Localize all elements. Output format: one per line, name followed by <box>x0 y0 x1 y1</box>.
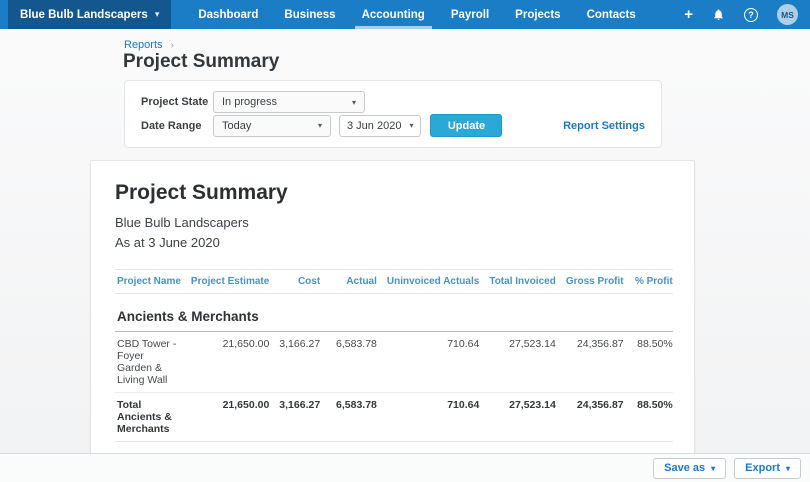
export-button[interactable]: Export ▾ <box>734 457 801 479</box>
breadcrumb-reports-link[interactable]: Reports <box>124 39 163 51</box>
chevron-down-icon: ▾ <box>154 9 160 19</box>
value-cell: 27,523.14 <box>479 331 556 393</box>
report-settings-link[interactable]: Report Settings <box>563 119 645 132</box>
report-table: Project Name Project Estimate Cost Actua… <box>115 269 673 482</box>
plus-icon[interactable]: + <box>684 6 693 23</box>
spacer-row <box>115 294 673 305</box>
value-cell: 21,650.00 <box>180 392 270 442</box>
header-row: Project Name Project Estimate Cost Actua… <box>115 269 673 295</box>
project-state-label: Project State <box>141 96 209 108</box>
project-name-cell: CBD Tower - Foyer Garden & Living Wall <box>115 331 181 393</box>
chevron-down-icon: ▾ <box>711 463 716 473</box>
report-title: Project Summary <box>115 181 288 204</box>
org-name: Blue Bulb Landscapers <box>20 8 148 21</box>
bell-icon[interactable] <box>712 8 725 21</box>
project-state-select[interactable]: In progress ▾ <box>213 91 365 113</box>
project-state-row: Project State In progress ▾ <box>141 91 645 113</box>
footer-bar: Save as ▾ Export ▾ <box>0 453 810 482</box>
table-row: Total Ancients & Merchants 21,650.00 3,166… <box>115 392 673 442</box>
column-project-estimate: Project Estimate <box>180 269 270 295</box>
save-as-label: Save as <box>664 462 706 474</box>
value-cell: 27,523.14 <box>479 392 556 442</box>
value-cell: 3,166.27 <box>269 392 321 442</box>
report-as-at-date: As at 3 June 2020 <box>115 235 220 251</box>
value-cell: 710.64 <box>376 392 480 442</box>
value-cell: 24,356.87 <box>555 392 624 442</box>
date-range-value: Today <box>222 119 252 132</box>
export-label: Export <box>745 462 780 474</box>
nav-items: Dashboard Business Accounting Payroll Pr… <box>185 0 648 29</box>
column-uninvoiced-actuals: Uninvoiced Actuals <box>376 269 480 295</box>
date-picker[interactable]: 3 Jun 2020 ▾ <box>339 114 422 137</box>
report-org-name: Blue Bulb Landscapers <box>115 215 249 230</box>
chevron-down-icon: ▾ <box>317 121 322 130</box>
help-icon[interactable]: ? <box>744 7 758 22</box>
breadcrumb: Reports › <box>124 39 174 51</box>
top-nav: Blue Bulb Landscapers ▾ Dashboard Busine… <box>0 0 810 29</box>
table-row: Ancients & Merchants <box>115 304 673 332</box>
date-range-row: Date Range Today ▾ 3 Jun 2020 ▾ Update R… <box>141 114 645 137</box>
project-state-value: In progress <box>222 96 278 108</box>
report-card: Project Summary Blue Bulb Landscapers As… <box>90 160 695 482</box>
nav-item-contacts[interactable]: Contacts <box>586 8 636 21</box>
column-actual: Actual <box>320 269 377 295</box>
table-row: CBD Tower - Foyer Garden & Living Wall 21… <box>115 331 673 393</box>
chevron-right-icon: › <box>170 40 174 51</box>
column-total-invoiced: Total Invoiced <box>479 269 556 295</box>
date-value: 3 Jun 2020 <box>347 119 402 132</box>
section-total-cell: Total Ancients & Merchants <box>115 392 181 442</box>
chevron-down-icon: ▾ <box>785 463 790 473</box>
value-cell: 88.50% <box>623 392 673 442</box>
page-title: Project Summary <box>123 51 280 72</box>
column-cost: Cost <box>269 269 321 295</box>
chevron-down-icon: ▾ <box>409 121 414 130</box>
section-header: Ancients & Merchants <box>115 304 673 332</box>
column-gross-profit: Gross Profit <box>555 269 624 295</box>
nav-item-projects[interactable]: Projects <box>515 8 561 21</box>
column-percent-profit: % Profit <box>623 269 673 295</box>
nav-item-payroll[interactable]: Payroll <box>450 8 490 21</box>
value-cell: 88.50% <box>623 331 673 393</box>
value-cell: 24,356.87 <box>555 331 624 393</box>
filter-panel: Project State In progress ▾ Date Range T… <box>124 80 662 148</box>
column-project-name: Project Name <box>115 269 181 295</box>
date-range-select[interactable]: Today ▾ <box>213 114 331 137</box>
nav-item-accounting[interactable]: Accounting <box>349 0 438 29</box>
date-range-label: Date Range <box>141 119 202 132</box>
nav-right: + ? MS <box>684 0 810 29</box>
nav-item-business[interactable]: Business <box>284 8 336 21</box>
spacer-row <box>115 441 673 452</box>
value-cell: 6,583.78 <box>320 392 377 442</box>
value-cell: 6,583.78 <box>320 331 377 393</box>
save-as-button[interactable]: Save as ▾ <box>653 457 727 479</box>
value-cell: 710.64 <box>376 331 480 393</box>
report-table-header: Project Name Project Estimate Cost Actua… <box>115 269 673 295</box>
nav-item-dashboard[interactable]: Dashboard <box>198 8 259 21</box>
value-cell: 3,166.27 <box>269 331 321 393</box>
avatar[interactable]: MS <box>777 4 798 25</box>
value-cell: 21,650.00 <box>180 331 270 393</box>
chevron-down-icon: ▾ <box>351 97 356 107</box>
update-button[interactable]: Update <box>430 114 503 137</box>
org-selector[interactable]: Blue Bulb Landscapers ▾ <box>8 0 172 29</box>
